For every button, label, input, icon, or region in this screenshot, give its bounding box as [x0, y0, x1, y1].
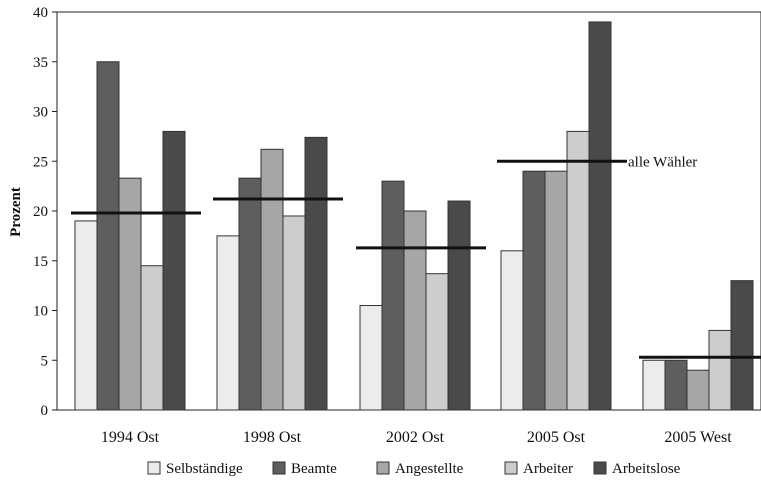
- bar-3-4: [544, 170, 568, 411]
- y-tick-label: 25: [33, 154, 48, 170]
- y-axis-label: Prozent: [8, 187, 24, 237]
- y-tick-label: 5: [41, 353, 49, 369]
- bar-2-5: [664, 359, 688, 411]
- reference-annotation: alle Wähler: [628, 154, 697, 170]
- bar-3-5: [686, 369, 710, 411]
- bar-1-5: [642, 359, 666, 411]
- bar-2-4: [522, 170, 546, 411]
- bar-5-2: [304, 136, 328, 411]
- bar-5-1: [162, 130, 186, 411]
- y-axis: 0 5 10 15 20 25 30 35 40: [33, 5, 57, 419]
- x-category-label: 1998 Ost: [243, 429, 302, 446]
- x-category-label: 1994 Ost: [101, 429, 160, 446]
- legend-label: Arbeitslose: [612, 461, 681, 477]
- legend: Selbständige Beamte Angestellte Arbeiter Arb…: [147, 461, 681, 477]
- bar-1-4: [500, 250, 524, 411]
- legend-label: Selbständige: [166, 461, 243, 477]
- legend-swatch: [272, 461, 286, 475]
- legend-label: Angestellte: [395, 461, 464, 477]
- legend-swatch: [147, 461, 161, 475]
- y-tick-label: 20: [33, 204, 48, 220]
- x-category-label: 2005 Ost: [527, 429, 586, 446]
- bar-4-3: [425, 273, 449, 411]
- bar-1-2: [216, 235, 240, 411]
- y-tick-label: 15: [33, 254, 48, 270]
- bar-4-2: [282, 215, 306, 411]
- y-tick-label: 40: [33, 5, 48, 21]
- y-tick-label: 10: [33, 304, 48, 320]
- bar-2-1: [96, 61, 120, 411]
- bars: [74, 21, 754, 411]
- bar-4-4: [566, 130, 590, 411]
- y-tick-label: 0: [41, 403, 49, 419]
- x-category-label: 2005 West: [664, 429, 732, 446]
- reference-lines: alle Wähler: [71, 154, 761, 359]
- legend-label: Arbeiter: [523, 461, 573, 477]
- bar-3-2: [260, 148, 284, 411]
- bar-4-5: [708, 329, 732, 411]
- x-axis: 1994 Ost 1998 Ost 2002 Ost 2005 Ost 2005 Wes…: [101, 429, 732, 446]
- legend-swatch: [504, 461, 518, 475]
- bar-5-4: [588, 21, 612, 411]
- bar-3-3: [403, 210, 427, 411]
- legend-swatch: [593, 461, 607, 475]
- bar-1-1: [74, 220, 98, 411]
- bar-2-3: [381, 180, 405, 411]
- legend-label: Beamte: [291, 461, 337, 477]
- x-category-label: 2002 Ost: [386, 429, 445, 446]
- bar-1-3: [359, 305, 383, 411]
- bar-5-5: [730, 280, 754, 411]
- legend-swatch: [376, 461, 390, 475]
- y-tick-label: 30: [33, 105, 48, 121]
- y-tick-label: 35: [33, 55, 48, 71]
- bar-4-1: [140, 265, 164, 411]
- bar-5-3: [447, 200, 471, 411]
- bar-2-2: [238, 177, 262, 411]
